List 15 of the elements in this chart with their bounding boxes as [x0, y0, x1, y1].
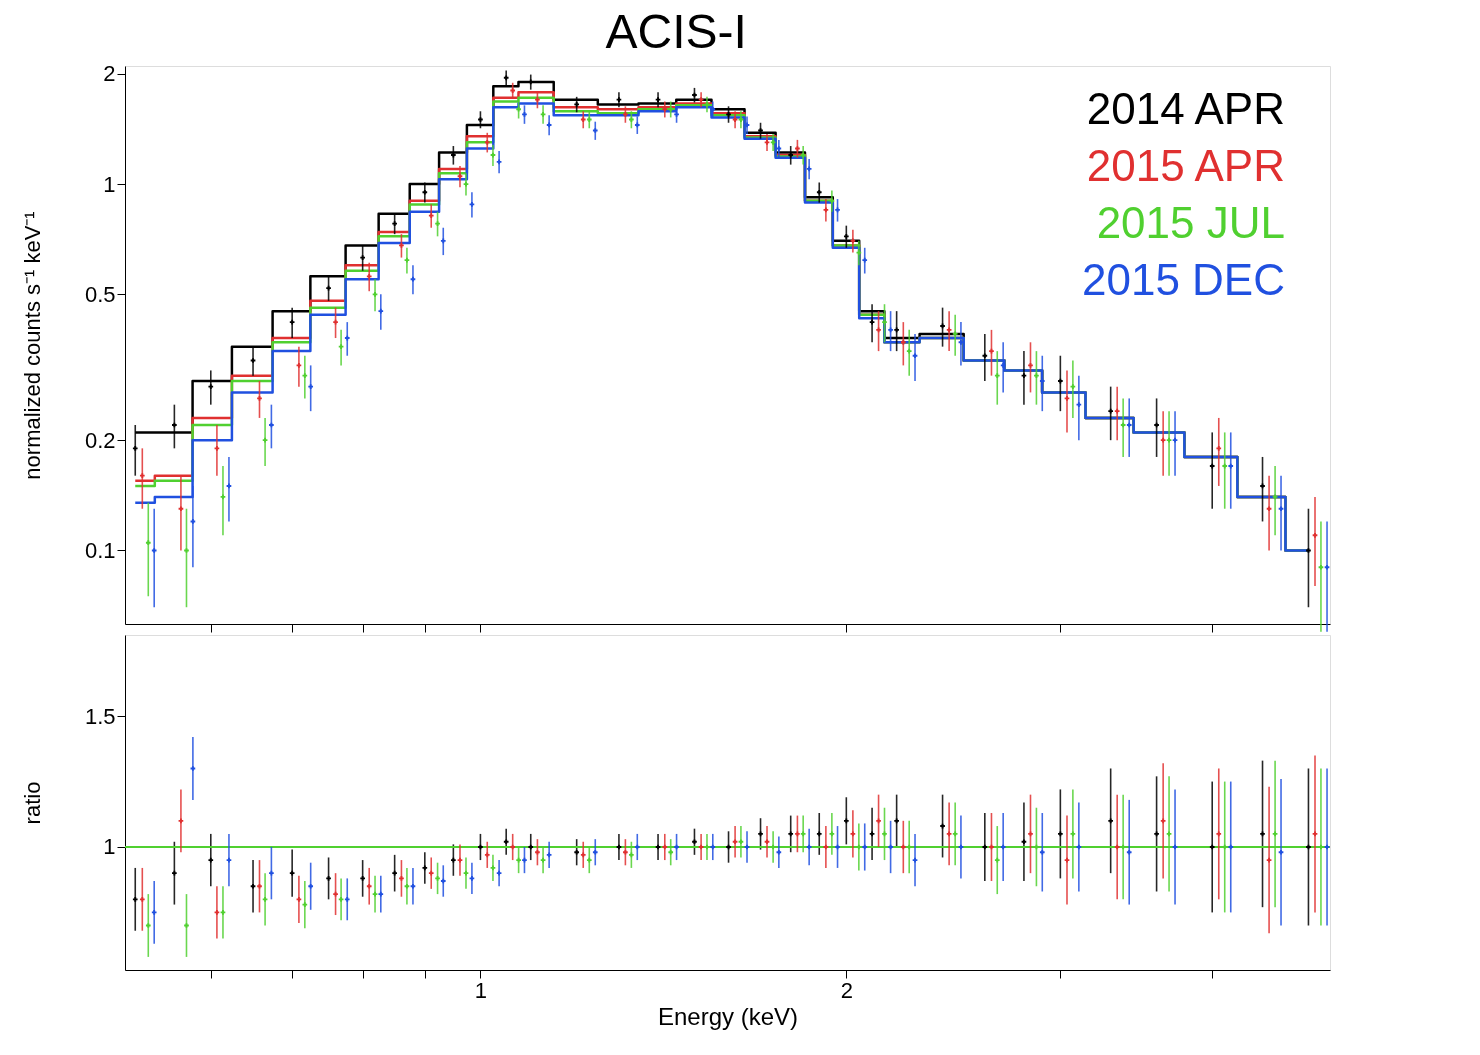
text: 2015 APR — [1086, 141, 1285, 190]
y-tick-label: 0.2 — [84, 427, 116, 453]
y-tick-label: 1 — [103, 171, 116, 197]
y-tick-label: 1.5 — [84, 703, 116, 729]
y-tick-label: 2 — [103, 61, 116, 87]
text: 2014 APR — [1086, 84, 1285, 133]
y-axis-title: ratio — [19, 781, 45, 825]
y-tick-label: 0.5 — [84, 281, 116, 307]
series-label: 2015 DEC — [1081, 255, 1285, 304]
text: 2015 JUL — [1096, 198, 1285, 247]
y-axis-title: normalized counts s⁻¹ keV⁻¹ — [19, 211, 45, 480]
y-tick-label: 1 — [103, 834, 116, 860]
x-axis-title: Energy (keV) — [657, 1002, 799, 1030]
chart-title: ACIS-I — [605, 5, 747, 59]
y-tick-label: 0.1 — [84, 537, 116, 563]
